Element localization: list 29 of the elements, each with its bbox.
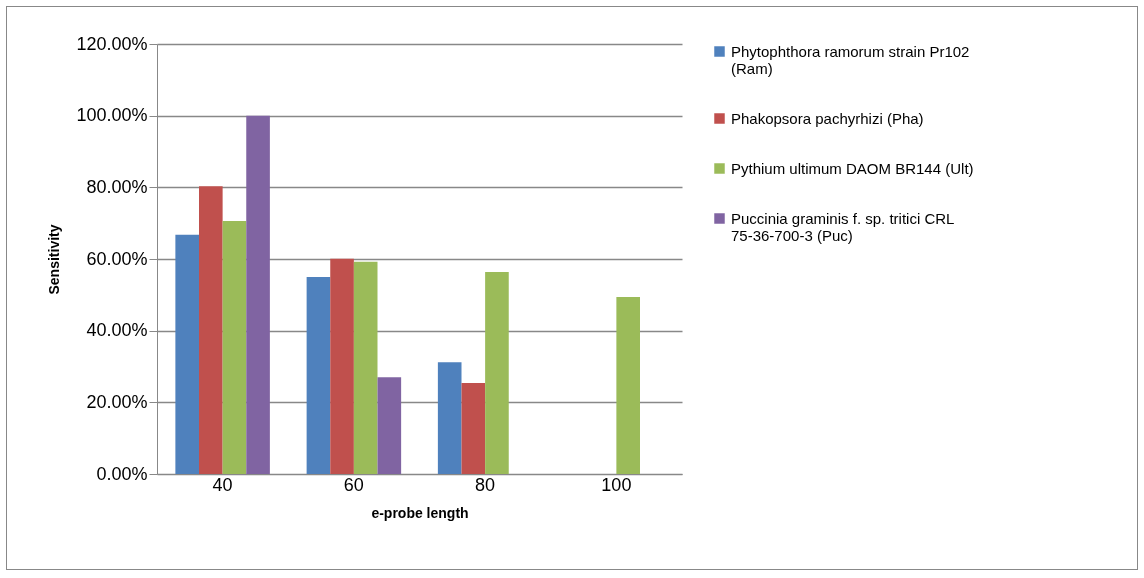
- y-tick-label: 60.00%: [86, 248, 148, 269]
- bar: [485, 271, 509, 474]
- bar: [377, 377, 402, 474]
- bar: [461, 382, 486, 474]
- x-tick-label: 60: [343, 474, 364, 495]
- bar: [616, 296, 640, 474]
- y-tick-label: 80.00%: [86, 176, 148, 197]
- bar: [246, 115, 270, 474]
- bar: [306, 276, 331, 474]
- bar: [353, 261, 378, 474]
- legend-label: Puccinia graminis f. sp. tritici CRL 75-36-700-3 (Puc): [731, 209, 955, 244]
- bar: [175, 234, 199, 474]
- x-axis-title: e-probe length: [371, 504, 469, 521]
- bar: [330, 258, 354, 474]
- y-tick-label: 100.00%: [76, 105, 148, 126]
- x-tick-label: 40: [212, 474, 233, 495]
- legend-label: Phytophthora ramorum strain Pr102 (Ram): [731, 42, 970, 77]
- bar: [437, 362, 462, 474]
- y-tick-label: 120.00%: [76, 33, 148, 54]
- legend-label: Phakopsora pachyrhizi (Pha): [731, 109, 924, 127]
- bar: [222, 221, 247, 474]
- y-tick-label: 40.00%: [86, 320, 148, 341]
- x-tick-label: 100: [601, 474, 632, 495]
- legend-label: Pythium ultimum DAOM BR144 (Ult): [731, 159, 974, 177]
- y-tick-label: 20.00%: [86, 391, 148, 412]
- bar: [199, 186, 223, 474]
- y-axis-title: Sensitivity: [46, 224, 63, 295]
- x-tick-label: 80: [475, 474, 496, 495]
- y-tick-label: 0.00%: [96, 463, 148, 484]
